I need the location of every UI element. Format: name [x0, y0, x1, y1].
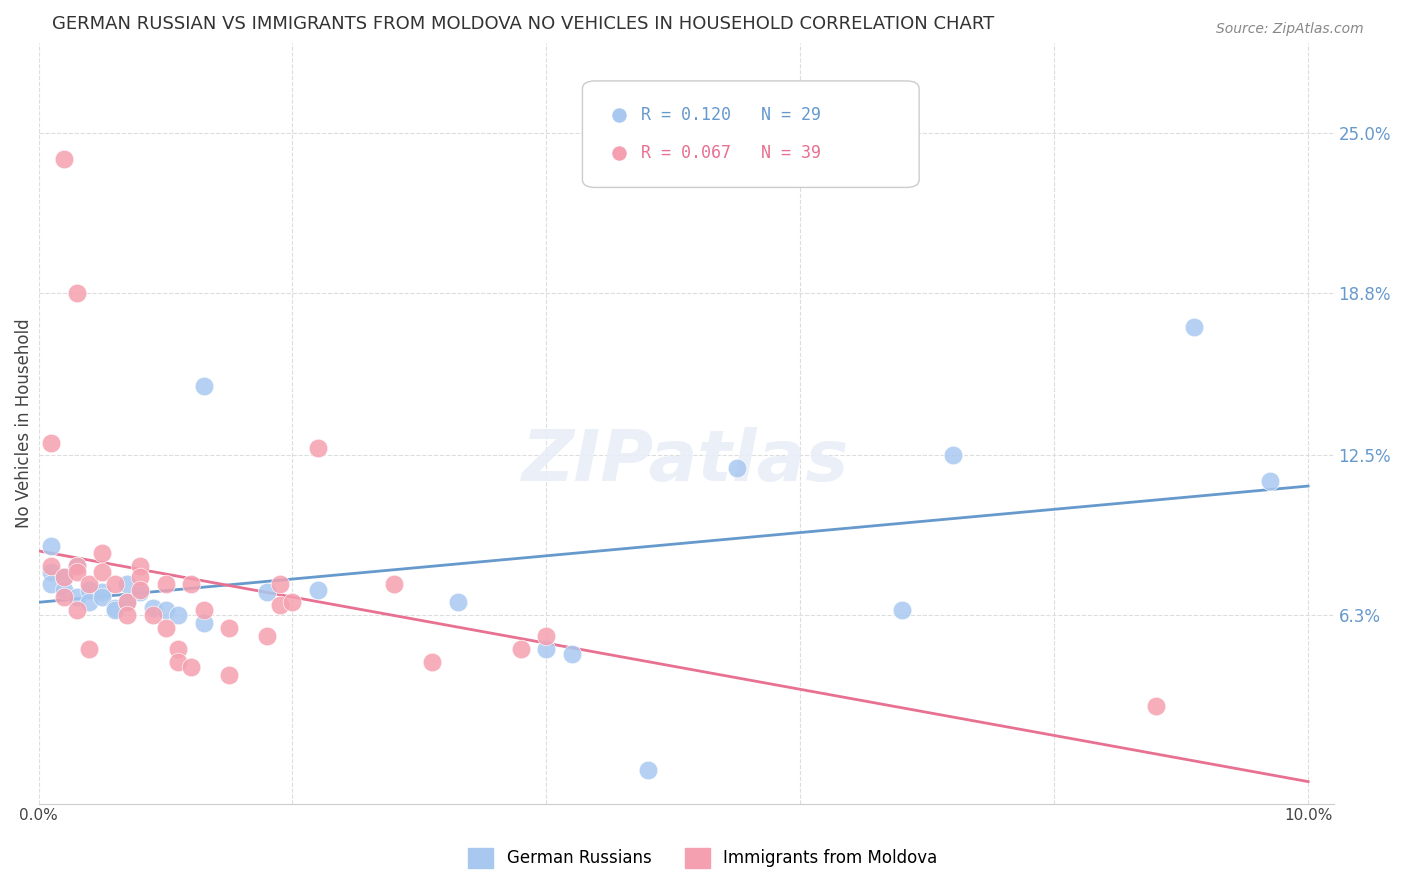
Point	[142, 608, 165, 623]
Point	[79, 577, 101, 591]
Point	[66, 603, 89, 617]
Point	[218, 621, 240, 635]
Point	[117, 608, 139, 623]
Text: ZIPatlas: ZIPatlas	[523, 426, 849, 496]
Point	[104, 603, 127, 617]
Point	[91, 591, 114, 605]
Point	[117, 595, 139, 609]
Point	[52, 152, 75, 166]
Point	[39, 565, 62, 579]
Point	[167, 608, 190, 623]
Point	[66, 286, 89, 301]
FancyBboxPatch shape	[582, 81, 920, 187]
Point	[167, 655, 190, 669]
Point	[510, 641, 533, 656]
Point	[79, 582, 101, 597]
Point	[66, 565, 89, 579]
Point	[129, 585, 152, 599]
Legend: German Russians, Immigrants from Moldova: German Russians, Immigrants from Moldova	[461, 841, 945, 875]
Point	[79, 595, 101, 609]
Point	[52, 570, 75, 584]
Point	[420, 655, 443, 669]
Text: R = 0.067   N = 39: R = 0.067 N = 39	[641, 145, 821, 162]
Text: R = 0.120   N = 29: R = 0.120 N = 29	[641, 106, 821, 124]
Point	[561, 647, 583, 661]
Point	[52, 582, 75, 597]
Point	[155, 621, 177, 635]
Point	[269, 577, 291, 591]
Point	[193, 616, 215, 631]
Point	[104, 600, 127, 615]
Point	[66, 559, 89, 574]
Point	[167, 641, 190, 656]
Point	[218, 667, 240, 681]
Point	[79, 641, 101, 656]
Point	[155, 603, 177, 617]
Point	[66, 559, 89, 574]
Point	[180, 660, 202, 674]
Point	[66, 591, 89, 605]
Point	[52, 570, 75, 584]
Point	[446, 595, 468, 609]
Point	[91, 565, 114, 579]
Point	[104, 577, 127, 591]
Point	[382, 577, 405, 591]
Point	[1258, 475, 1281, 489]
Point	[1144, 698, 1167, 713]
Text: Source: ZipAtlas.com: Source: ZipAtlas.com	[1216, 22, 1364, 37]
Point	[39, 539, 62, 553]
Point	[193, 603, 215, 617]
Point	[890, 603, 912, 617]
Point	[180, 577, 202, 591]
Point	[117, 595, 139, 609]
Point	[637, 763, 659, 777]
Point	[129, 559, 152, 574]
Point	[52, 591, 75, 605]
Point	[1182, 319, 1205, 334]
Point	[155, 577, 177, 591]
Point	[281, 595, 304, 609]
Point	[536, 641, 558, 656]
Point	[142, 600, 165, 615]
Point	[193, 379, 215, 393]
Point	[91, 546, 114, 560]
Point	[129, 570, 152, 584]
Point	[91, 585, 114, 599]
Point	[117, 577, 139, 591]
Text: GERMAN RUSSIAN VS IMMIGRANTS FROM MOLDOVA NO VEHICLES IN HOUSEHOLD CORRELATION C: GERMAN RUSSIAN VS IMMIGRANTS FROM MOLDOV…	[52, 15, 994, 33]
Point	[39, 577, 62, 591]
Point	[129, 582, 152, 597]
Point	[256, 585, 278, 599]
Point	[39, 435, 62, 450]
Point	[536, 629, 558, 643]
Point	[942, 449, 965, 463]
Point	[307, 582, 329, 597]
Point	[725, 461, 748, 475]
Y-axis label: No Vehicles in Household: No Vehicles in Household	[15, 318, 32, 528]
Point	[307, 441, 329, 455]
Point	[39, 559, 62, 574]
Point	[269, 598, 291, 612]
Point	[256, 629, 278, 643]
